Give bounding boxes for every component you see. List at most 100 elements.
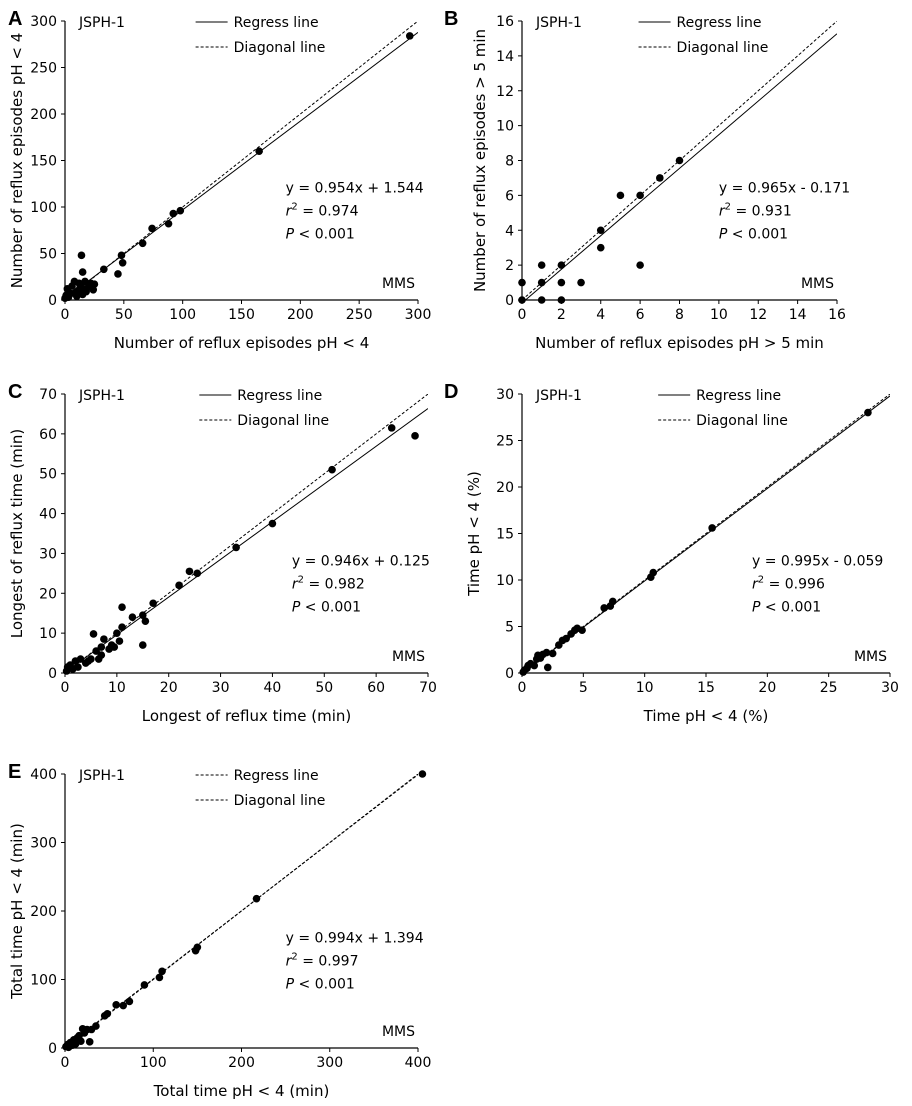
chartc-point xyxy=(141,617,150,625)
charta-point xyxy=(405,32,414,40)
chartc-panel-letter: C xyxy=(8,381,22,403)
charta-regress-line xyxy=(65,31,418,299)
charta-legend-diagonal: Diagonal line xyxy=(234,40,326,56)
chartb-y-tick-label: 10 xyxy=(496,119,514,135)
chartc-y-tick-label: 20 xyxy=(39,586,57,602)
chartb-point xyxy=(518,278,526,287)
chartb-point xyxy=(636,261,644,269)
chartb-y-tick-label: 12 xyxy=(496,84,514,100)
chartd-r-squared: r2 = 0.996 xyxy=(752,575,825,593)
chartb-x-tick-label: 12 xyxy=(749,307,767,323)
charta-point xyxy=(164,219,173,228)
charta-tag: JSPH-1 xyxy=(78,15,125,31)
charta-y-tick-label: 100 xyxy=(30,200,57,216)
chartb-point xyxy=(636,191,644,200)
chartb-x-tick-label: 14 xyxy=(789,307,807,323)
chartd-y-tick-label: 10 xyxy=(496,573,514,589)
chartc-point xyxy=(118,623,126,631)
charta-point xyxy=(138,239,147,248)
charta-y-tick-label: 200 xyxy=(30,107,57,123)
chartd-point xyxy=(530,661,539,670)
charta-point xyxy=(176,206,185,215)
chartb-point xyxy=(577,278,585,287)
chartb-y-axis-label: Number of reflux episodes > 5 min xyxy=(471,29,489,292)
charta-r-squared: r2 = 0.974 xyxy=(286,202,359,220)
chartb-legend-diagonal: Diagonal line xyxy=(677,40,769,56)
chartb-x-tick-label: 4 xyxy=(596,307,605,323)
charta-x-tick-label: 0 xyxy=(61,307,70,323)
chartb-point xyxy=(596,243,605,252)
charta-point xyxy=(114,270,122,278)
charta-x-tick-label: 250 xyxy=(346,307,373,323)
chartd-y-tick-label: 15 xyxy=(496,527,514,543)
chartd-point xyxy=(708,524,716,532)
charta-equation: y = 0.954x + 1.544 xyxy=(286,181,424,197)
charte-panel-letter: E xyxy=(8,761,21,783)
chartb-x-axis-label: Number of reflux episodes pH > 5 min xyxy=(535,334,824,352)
chartd-point xyxy=(649,568,658,577)
charta-y-tick-label: 150 xyxy=(30,154,57,170)
chartb-point xyxy=(537,261,546,269)
chartb-corner-label: MMS xyxy=(801,276,834,292)
chartb-x-tick-label: 6 xyxy=(636,307,645,323)
chartd-panel-letter: D xyxy=(444,381,458,403)
charta-point xyxy=(117,251,126,260)
chartc-point xyxy=(113,629,121,637)
charte-x-tick-label: 100 xyxy=(140,1055,167,1071)
chartc-point xyxy=(110,643,119,651)
chartb-x-tick-label: 0 xyxy=(518,307,527,323)
chartd-y-tick-label: 0 xyxy=(505,666,514,682)
chartb-r-squared: r2 = 0.931 xyxy=(719,202,792,220)
chartc-p-value: P < 0.001 xyxy=(292,600,361,616)
chartd-point xyxy=(600,604,608,612)
charta: A0 50 100 150 200 250 300050100150200250300Num… xyxy=(8,8,431,352)
charta-y-axis-label: Number of reflux episodes pH < 4 xyxy=(8,33,26,289)
chartd-x-tick-label: 25 xyxy=(820,680,838,696)
chartb-y-tick-label: 0 xyxy=(505,293,514,309)
charta-x-tick-label: 100 xyxy=(169,307,196,323)
chartd-y-tick-label: 25 xyxy=(496,434,514,450)
charte-y-tick-label: 400 xyxy=(30,767,57,783)
chartc-legend-regress: Regress line xyxy=(237,388,322,404)
charte-equation: y = 0.994x + 1.394 xyxy=(286,931,424,947)
charte-tag: JSPH-1 xyxy=(78,768,125,784)
chartc: C 0 10 20 30 40 50 60 70 0 10 20 30 40 50 60 70 Longest o… xyxy=(8,381,437,725)
chartb-point xyxy=(557,261,566,269)
charte-point xyxy=(158,967,166,976)
charte-point xyxy=(77,1037,85,1045)
chartc-y-tick-label: 50 xyxy=(39,467,57,483)
chartc-x-tick-label: 50 xyxy=(315,680,333,696)
chartd-x-tick-label: 15 xyxy=(697,680,715,696)
chartc-point xyxy=(97,651,106,659)
charte-regress-line xyxy=(65,774,418,1048)
chartb-point xyxy=(596,226,605,235)
charta-point xyxy=(118,259,127,267)
charte-point xyxy=(103,1009,112,1018)
chartb-point xyxy=(518,296,526,304)
charte-x-tick-label: 300 xyxy=(316,1055,343,1071)
charte-x-tick-label: 400 xyxy=(405,1055,432,1071)
charte-x-tick-label: 0 xyxy=(61,1055,70,1071)
chartc-point xyxy=(87,655,95,663)
chartc-point xyxy=(118,603,126,612)
chartd-x-axis-label: Time pH < 4 (%) xyxy=(643,707,769,725)
charte-y-tick-label: 100 xyxy=(30,973,57,989)
chartc-point xyxy=(268,519,277,528)
charta-p-value: P < 0.001 xyxy=(286,227,355,243)
chartc-point xyxy=(89,630,98,638)
chartb-x-tick-label: 16 xyxy=(828,307,846,323)
chartd-legend-diagonal: Diagonal line xyxy=(696,413,788,429)
chartd-p-value: P < 0.001 xyxy=(752,600,821,616)
charte: E 0 100 200 300 400 0 100 200 300 400 Total time pH… xyxy=(8,761,431,1100)
chartc-y-tick-label: 0 xyxy=(48,666,57,682)
chartc-point xyxy=(232,543,240,552)
chartb-y-tick-label: 16 xyxy=(496,14,514,30)
charta-corner-label: MMS xyxy=(382,276,415,292)
chartc-tag: JSPH-1 xyxy=(78,388,125,404)
charte-y-tick-label: 0 xyxy=(48,1041,57,1057)
charta-point xyxy=(100,265,108,274)
chartb-y-tick-label: 14 xyxy=(496,49,514,65)
chartc-y-axis-label: Longest of reflux time (min) xyxy=(8,429,26,639)
chartb-y-tick-label: 4 xyxy=(505,223,514,239)
chartb-x-tick-label: 10 xyxy=(710,307,728,323)
